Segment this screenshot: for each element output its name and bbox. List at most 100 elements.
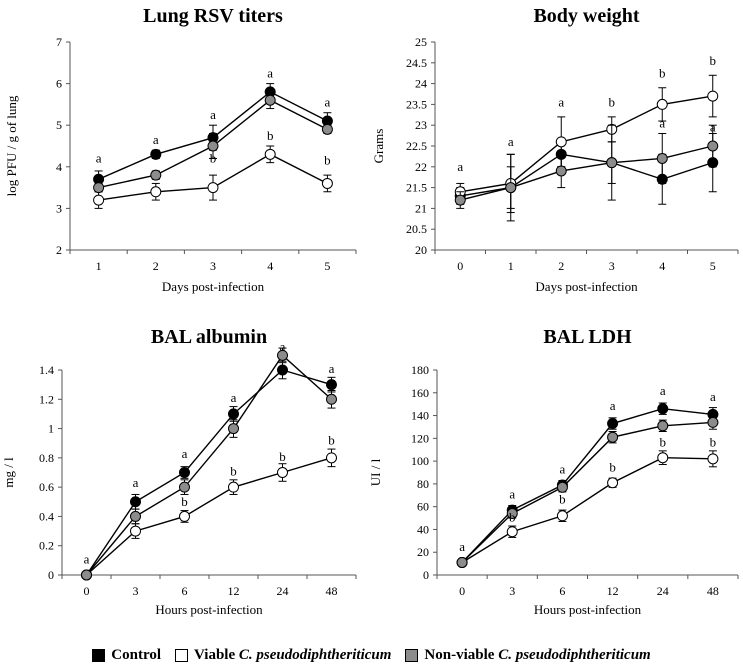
y-tick-label: 2 xyxy=(56,243,62,257)
data-point-nonviable xyxy=(277,349,288,361)
series-line-viable xyxy=(461,456,713,564)
significance-letter: a xyxy=(660,383,666,398)
data-point-control xyxy=(150,148,162,160)
data-point-nonviable xyxy=(264,94,276,106)
significance-letter: b xyxy=(609,94,616,109)
legend-swatch-nonviable xyxy=(405,648,419,662)
data-point-control xyxy=(179,467,190,478)
x-tick-label: 12 xyxy=(607,584,619,598)
y-tick-label: 20 xyxy=(415,243,427,257)
data-point-viable xyxy=(228,481,239,493)
y-tick-label: 140 xyxy=(411,409,429,423)
data-point-viable xyxy=(656,98,668,110)
significance-letter: a xyxy=(84,551,90,566)
x-axis-label: Days post-infection xyxy=(162,279,265,294)
x-tick-label: 48 xyxy=(707,584,719,598)
x-axis-label: Days post-infection xyxy=(535,279,638,294)
data-point-control xyxy=(277,364,288,376)
data-point-control xyxy=(326,379,337,391)
data-point-nonviable xyxy=(150,169,162,181)
series-line-control xyxy=(85,369,332,576)
significance-letter: b xyxy=(609,459,616,474)
y-tick-label: 6 xyxy=(56,77,62,91)
significance-letter: b xyxy=(267,128,274,143)
significance-letter: b xyxy=(660,434,667,449)
significance-letter: a xyxy=(710,119,716,134)
data-point-nonviable xyxy=(707,140,719,152)
significance-letter: b xyxy=(324,153,331,168)
y-tick-label: 180 xyxy=(411,363,429,377)
y-tick-label: 3 xyxy=(56,201,62,215)
data-point-viable xyxy=(506,526,518,538)
significance-letter: b xyxy=(659,65,666,80)
significance-letter: b xyxy=(181,494,188,509)
data-point-nonviable xyxy=(228,423,239,435)
x-tick-label: 24 xyxy=(277,584,289,598)
data-point-nonviable xyxy=(707,416,719,428)
significance-letter: a xyxy=(210,107,216,122)
x-tick-label: 2 xyxy=(558,259,564,273)
y-tick-label: 7 xyxy=(56,35,62,49)
significance-letter: a xyxy=(153,132,159,147)
data-point-nonviable xyxy=(321,123,333,135)
data-point-viable xyxy=(179,510,190,522)
legend-label-nonviable: Non-viable C. pseudodiphtheriticum xyxy=(424,646,651,663)
legend-swatch-control xyxy=(92,648,106,662)
data-point-nonviable xyxy=(556,481,568,493)
data-point-viable xyxy=(607,477,619,489)
data-point-viable xyxy=(264,148,276,160)
series-line-control xyxy=(461,408,713,563)
data-point-viable xyxy=(150,186,162,198)
data-point-nonviable xyxy=(81,569,92,581)
x-tick-label: 24 xyxy=(657,584,669,598)
y-tick-label: 160 xyxy=(411,386,429,400)
x-tick-label: 6 xyxy=(182,584,188,598)
legend-label-viable: Viable C. pseudodiphtheriticum xyxy=(194,646,392,663)
data-point-viable xyxy=(130,525,141,537)
significance-letter: a xyxy=(459,539,465,554)
significance-letter: a xyxy=(96,151,102,166)
x-tick-label: 2 xyxy=(153,259,159,273)
data-point-nonviable xyxy=(454,194,466,206)
x-axis-label: Hours post-infection xyxy=(155,602,263,617)
data-point-nonviable xyxy=(506,508,518,519)
x-tick-label: 3 xyxy=(509,584,515,598)
data-point-nonviable xyxy=(207,140,219,152)
y-tick-label: 1.2 xyxy=(39,392,54,406)
significance-letter: a xyxy=(133,475,139,490)
series-line-nonviable xyxy=(85,354,332,576)
data-point-nonviable xyxy=(93,182,105,194)
chart-title: Body weight xyxy=(533,5,639,27)
chart-title: BAL LDH xyxy=(543,326,632,348)
x-tick-label: 0 xyxy=(84,584,90,598)
figure-legend: Control Viable C. pseudodiphtheriticum N… xyxy=(0,642,743,668)
data-point-control xyxy=(228,408,239,420)
significance-letter: b xyxy=(559,491,566,506)
data-point-nonviable xyxy=(555,165,567,177)
y-tick-label: 5 xyxy=(56,118,62,132)
data-point-nonviable xyxy=(130,510,141,522)
significance-letter: a xyxy=(267,65,273,80)
x-tick-label: 12 xyxy=(228,584,240,598)
data-point-viable xyxy=(321,177,333,189)
significance-letter: b xyxy=(279,449,286,464)
series-line-nonviable xyxy=(460,145,713,201)
data-point-nonviable xyxy=(607,431,619,443)
y-tick-label: 22 xyxy=(415,160,427,174)
x-tick-label: 3 xyxy=(133,584,139,598)
significance-letter: b xyxy=(710,434,717,449)
legend-item-nonviable: Non-viable C. pseudodiphtheriticum xyxy=(405,646,651,664)
y-axis-label: log PFU / g of lung xyxy=(4,95,19,196)
x-tick-label: 0 xyxy=(457,259,463,273)
x-tick-label: 3 xyxy=(210,259,216,273)
x-tick-label: 6 xyxy=(559,584,565,598)
significance-letter: a xyxy=(182,446,188,461)
significance-letter: a xyxy=(231,390,237,405)
data-point-control xyxy=(607,418,619,430)
y-tick-label: 0 xyxy=(48,568,54,582)
legend-item-viable: Viable C. pseudodiphtheriticum xyxy=(175,647,391,664)
x-tick-label: 1 xyxy=(508,259,514,273)
y-tick-label: 0.8 xyxy=(39,451,54,465)
data-point-control xyxy=(657,403,669,415)
data-point-nonviable xyxy=(456,556,468,568)
